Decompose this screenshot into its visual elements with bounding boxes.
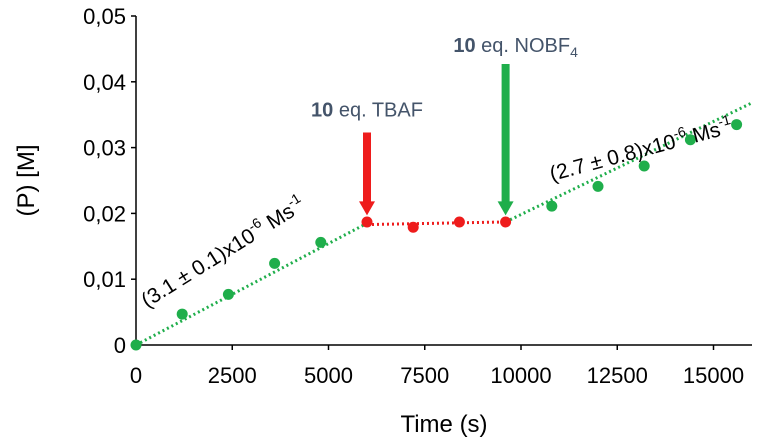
x-tick-label: 10000 bbox=[490, 363, 551, 388]
x-tick-labels: 0 2500 5000 7500 10000 12500 15000 bbox=[130, 363, 744, 388]
rate-label-2-unit-exp: -1 bbox=[716, 111, 732, 130]
data-point-1-5 bbox=[315, 236, 327, 248]
data-points bbox=[130, 119, 743, 351]
tbaf-arrow-head bbox=[359, 201, 375, 216]
rate-label-2: (2.7 ± 0.8)x10-6 Ms-1 bbox=[546, 111, 735, 186]
y-tick-label: 0,04 bbox=[83, 70, 126, 95]
annotation-nobf-sub: 4 bbox=[570, 44, 578, 60]
data-point-2-4 bbox=[500, 216, 512, 228]
y-tick-label: 0,02 bbox=[83, 201, 126, 226]
annotation-nobf-bold: 10 bbox=[453, 35, 475, 57]
x-tick-label: 2500 bbox=[208, 363, 257, 388]
annotation-tbaf-bold: 10 bbox=[311, 99, 333, 121]
data-point-3-1 bbox=[546, 200, 558, 212]
nobf-arrow-head bbox=[497, 201, 514, 216]
y-tick-label: 0,05 bbox=[83, 4, 126, 29]
trendlines bbox=[135, 101, 753, 347]
x-tick-label: 12500 bbox=[587, 363, 648, 388]
x-axis-title: Time (s) bbox=[400, 411, 487, 438]
data-point-3-3 bbox=[638, 160, 650, 172]
trendline-2 bbox=[366, 220, 506, 227]
rate-label-2-unit: Ms bbox=[684, 118, 723, 149]
annotation-tbaf: 10 eq. TBAF bbox=[311, 99, 423, 121]
data-point-2-1 bbox=[361, 216, 373, 228]
trendline-3 bbox=[504, 101, 753, 224]
rate-label-1-prefix: (3.1 ± 0.1)x10 bbox=[137, 224, 259, 312]
y-tick-label: 0,01 bbox=[83, 267, 126, 292]
data-point-3-2 bbox=[592, 180, 604, 192]
annotation-nobf-text: eq. NOBF bbox=[476, 35, 570, 57]
data-point-2-3 bbox=[453, 216, 465, 228]
axes bbox=[131, 15, 752, 350]
data-point-1-2 bbox=[176, 308, 188, 320]
annotation-arrows bbox=[359, 64, 514, 216]
rate-label-2-prefix: (2.7 ± 0.8)x10 bbox=[547, 130, 678, 186]
data-point-1-3 bbox=[222, 288, 234, 300]
trendline-1 bbox=[135, 221, 368, 347]
annotation-tbaf-text: eq. TBAF bbox=[333, 99, 423, 121]
data-point-1-1 bbox=[130, 339, 142, 351]
x-tick-label: 0 bbox=[130, 363, 142, 388]
rate-label-1: (3.1 ± 0.1)x10-6 Ms-1 bbox=[135, 190, 309, 313]
y-tick-label: 0,03 bbox=[83, 136, 126, 161]
y-axis-title: (P) [M] bbox=[13, 145, 40, 217]
data-point-3-5 bbox=[731, 119, 743, 131]
x-tick-label: 15000 bbox=[683, 363, 744, 388]
data-point-2-2 bbox=[407, 221, 419, 233]
x-tick-label: 5000 bbox=[304, 363, 353, 388]
x-tick-label: 7500 bbox=[400, 363, 449, 388]
y-tick-label: 0 bbox=[114, 333, 126, 358]
data-point-1-4 bbox=[269, 257, 281, 269]
rate-label-2-exp: -6 bbox=[671, 123, 687, 142]
data-point-3-4 bbox=[684, 134, 696, 146]
y-tick-labels: 0 0,01 0,02 0,03 0,04 0,05 bbox=[83, 4, 126, 358]
annotation-nobf: 10 eq. NOBF4 bbox=[453, 35, 578, 60]
